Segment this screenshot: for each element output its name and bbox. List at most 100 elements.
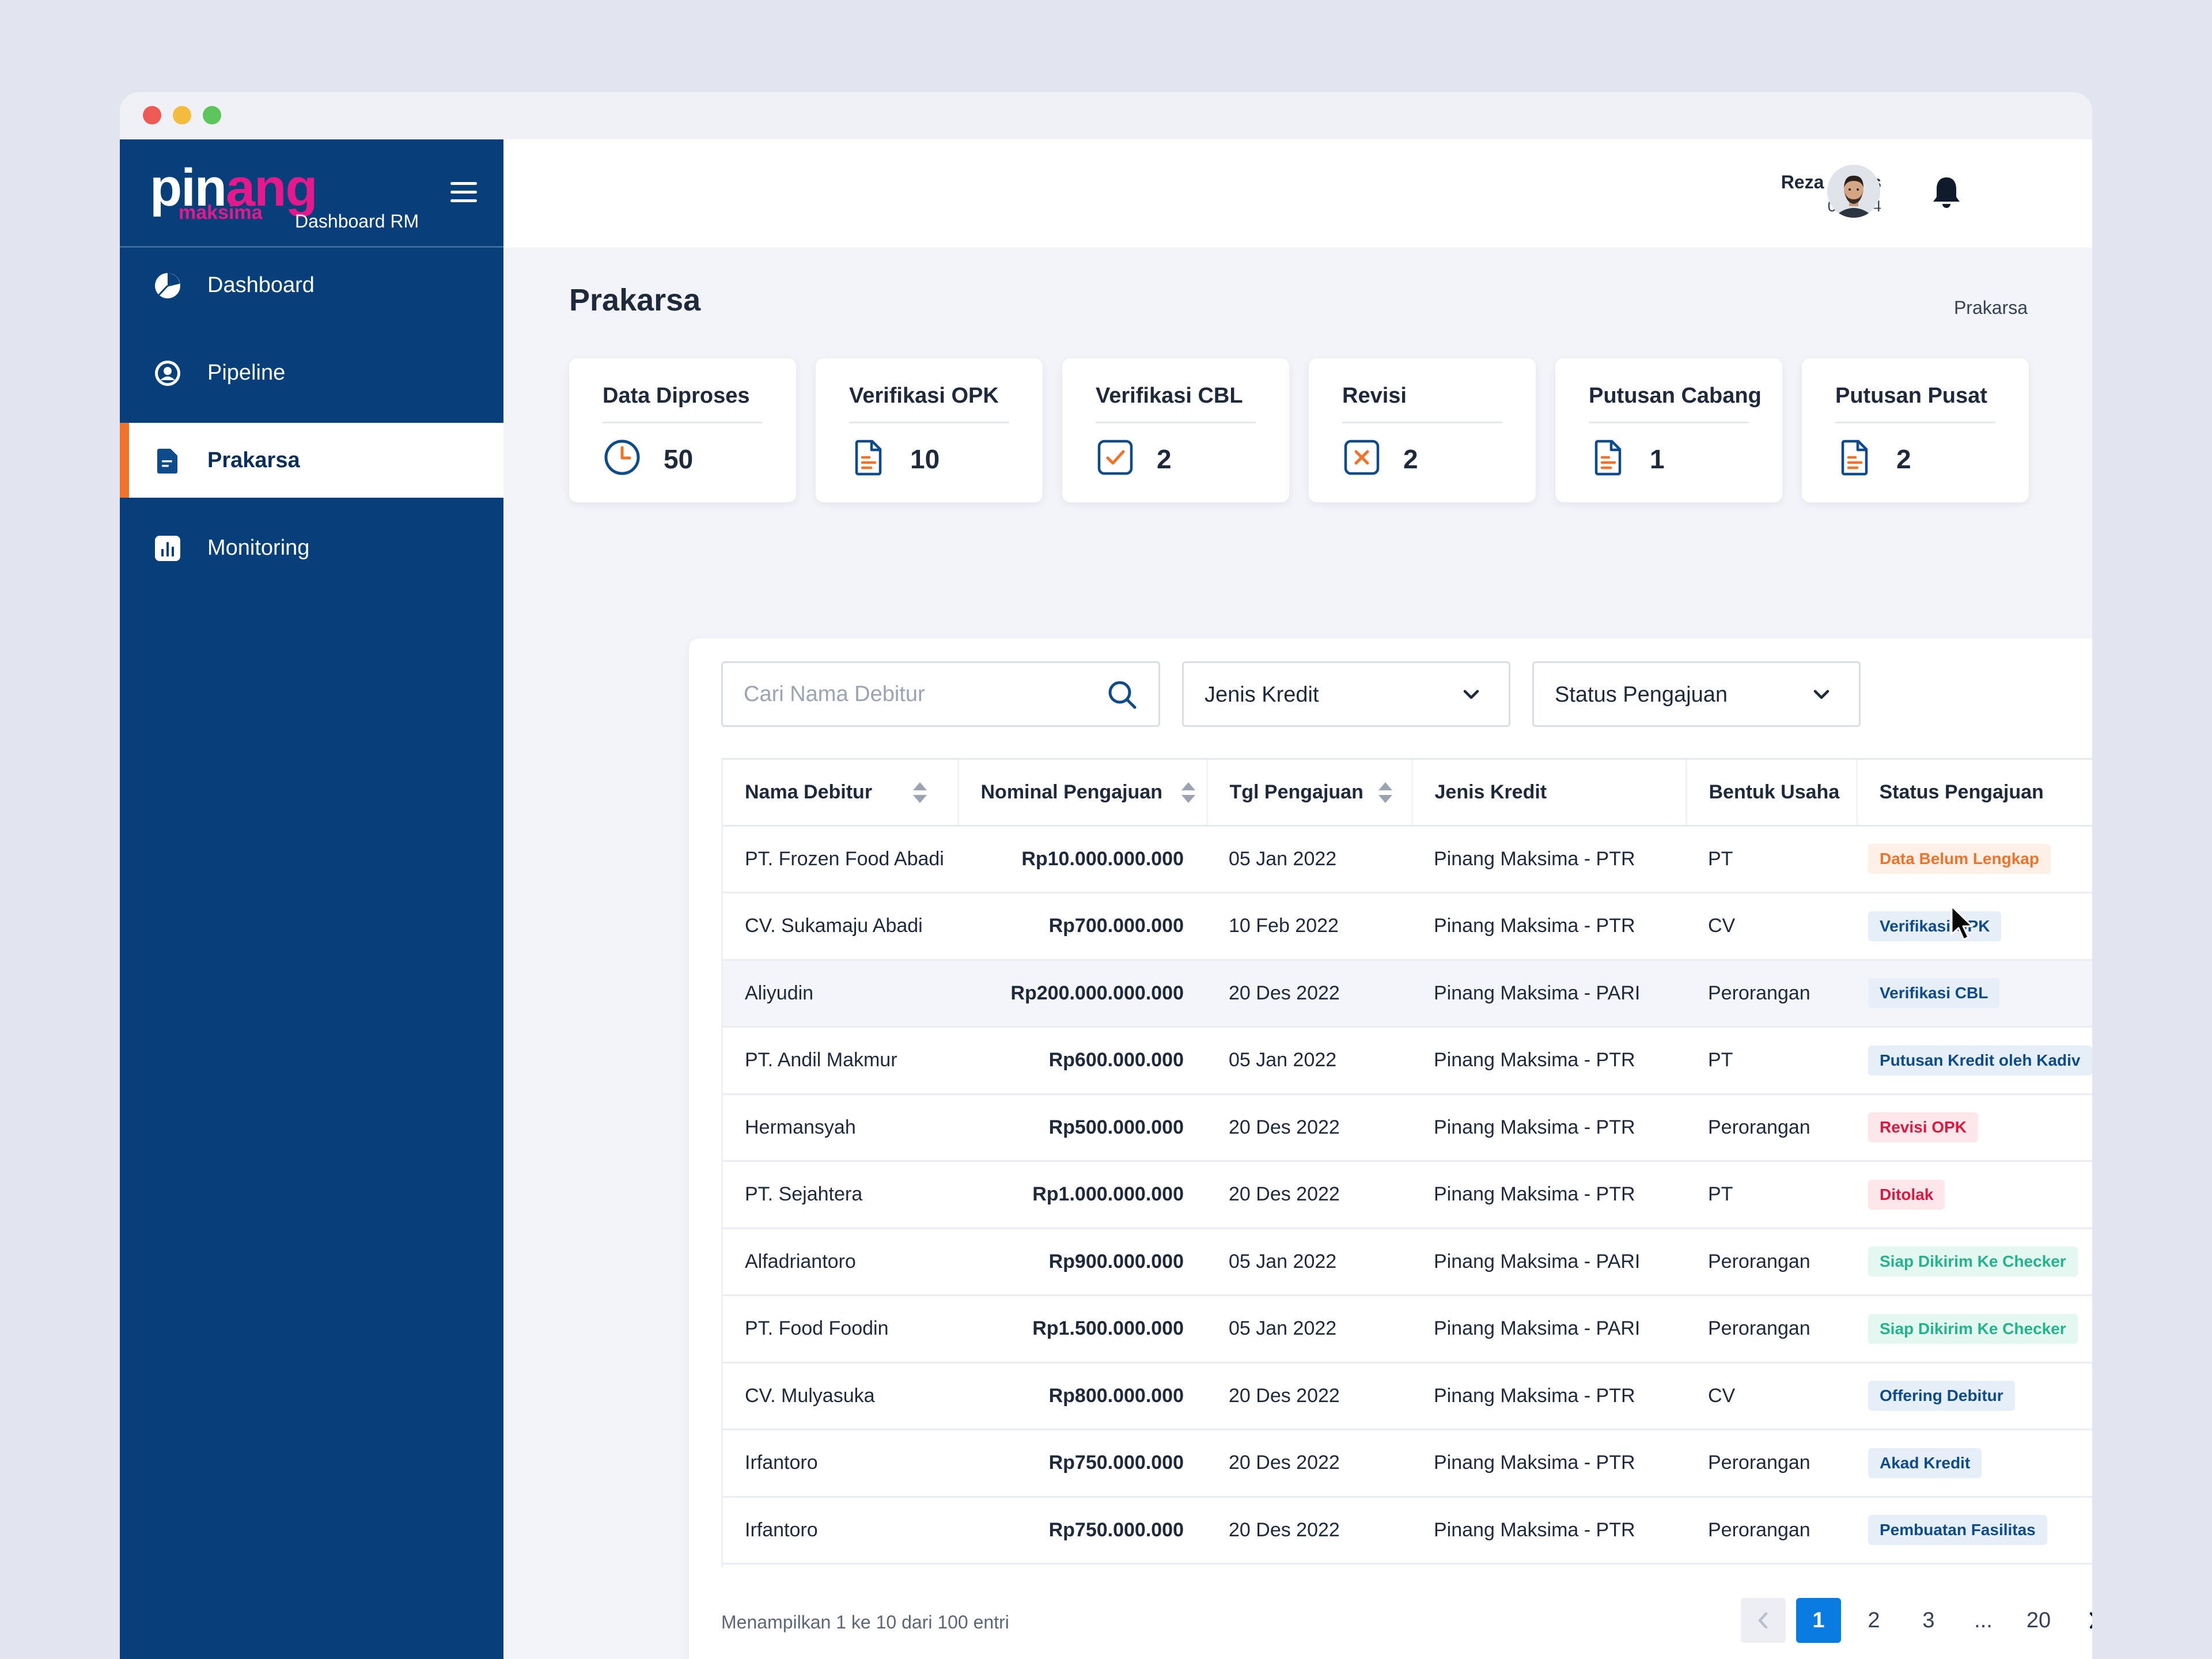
status-badge: Verifikasi CBL <box>1868 978 2000 1009</box>
cell-status-pengajuan: Verifikasi CBL <box>1857 960 2092 1028</box>
sidebar-item-label: Monitoring <box>207 536 310 560</box>
stat-title: Putusan Cabang <box>1589 384 1762 408</box>
hamburger-menu-icon[interactable] <box>450 181 477 204</box>
cell-bentuk-usaha: Perorangan <box>1686 1228 1857 1296</box>
pagination-ellipsis: ... <box>1974 1608 1993 1633</box>
pagination-prev-button[interactable] <box>1741 1598 1786 1643</box>
avatar-portrait-icon <box>1827 165 1880 218</box>
table-row[interactable]: Irfantoro Rp750.000.000 20 Des 2022 Pinang … <box>723 1497 2092 1565</box>
column-header-label: Tgl Pengajuan <box>1229 781 1363 803</box>
table-body: PT. Frozen Food Abadi Rp10.000.000.000 05 … <box>723 825 2092 1565</box>
sidebar-item-pipeline[interactable]: Pipeline <box>120 335 503 410</box>
cell-status-pengajuan: Akad Kredit <box>1857 1429 2092 1498</box>
cell-tgl-pengajuan: 05 Jan 2022 <box>1207 1027 1412 1095</box>
status-badge: Verifikasi OPK <box>1868 911 2002 941</box>
cell-tgl-pengajuan: 05 Jan 2022 <box>1207 1228 1412 1296</box>
table-row[interactable]: PT. Andil Makmur Rp600.000.000 05 Jan 2022… <box>723 1027 2092 1095</box>
status-pengajuan-select[interactable]: Status Pengajuan <box>1532 661 1861 727</box>
sort-icon[interactable] <box>1180 781 1197 805</box>
minimize-window-button[interactable] <box>173 106 191 124</box>
avatar[interactable] <box>1827 165 1880 218</box>
cell-jenis-kredit: Pinang Maksima - PTR <box>1412 1362 1686 1430</box>
cell-bentuk-usaha: PT <box>1686 1027 1857 1095</box>
sidebar-item-label: Pipeline <box>207 361 286 385</box>
cell-jenis-kredit: Pinang Maksima - PTR <box>1412 1094 1686 1162</box>
data-table-wrapper: Nama Debitur Nominal Pengajuan Tgl Penga… <box>721 758 2092 1567</box>
close-window-button[interactable] <box>143 106 161 124</box>
stat-card-data-diproses[interactable]: Data Diproses 50 <box>569 358 796 502</box>
cell-bentuk-usaha: CV <box>1686 1362 1857 1430</box>
pagination-page-20[interactable]: 20 <box>2026 1608 2051 1633</box>
x-box-icon <box>1344 440 1380 475</box>
stat-card-verifikasi-opk[interactable]: Verifikasi OPK 10 <box>816 358 1043 502</box>
app-window: pinang maksima Dashboard RM Dashboard <box>120 92 2092 1659</box>
table-row[interactable]: CV. Mulyasuka Rp800.000.000 20 Des 2022 Pin… <box>723 1362 2092 1430</box>
stat-title: Verifikasi OPK <box>849 384 999 408</box>
logo[interactable]: pinang <box>150 161 318 214</box>
jenis-kredit-select[interactable]: Jenis Kredit <box>1182 661 1510 727</box>
sort-icon[interactable] <box>1377 781 1394 805</box>
table-header-row: Nama Debitur Nominal Pengajuan Tgl Penga… <box>723 760 2092 827</box>
table-row[interactable]: Irfantoro Rp750.000.000 20 Des 2022 Pinang … <box>723 1429 2092 1498</box>
cell-nama-debitur: CV. Mulyasuka <box>723 1362 958 1430</box>
logo-subtitle: maksima <box>179 202 263 224</box>
stat-card-putusan-pusat[interactable]: Putusan Pusat 2 <box>1802 358 2029 502</box>
cell-bentuk-usaha: PT <box>1686 825 1857 893</box>
cell-tgl-pengajuan: 20 Des 2022 <box>1207 1094 1412 1162</box>
table-row[interactable]: PT. Sejahtera Rp1.000.000.000 20 Des 2022 P… <box>723 1161 2092 1229</box>
pagination-page-3[interactable]: 3 <box>1922 1608 1935 1633</box>
cell-nominal-pengajuan: Rp500.000.000 <box>958 1094 1207 1162</box>
sidebar: pinang maksima Dashboard RM Dashboard <box>120 139 503 1659</box>
table-row[interactable]: PT. Frozen Food Abadi Rp10.000.000.000 05 … <box>723 825 2092 893</box>
table-row[interactable]: Hermansyah Rp500.000.000 20 Des 2022 Pinang… <box>723 1094 2092 1162</box>
pagination-page-1[interactable]: 1 <box>1796 1598 1841 1643</box>
document-icon <box>855 440 882 476</box>
stat-card-putusan-cabang[interactable]: Putusan Cabang 1 <box>1555 358 1782 502</box>
status-badge: Ditolak <box>1868 1179 1945 1210</box>
cell-bentuk-usaha: PT <box>1686 1161 1857 1229</box>
top-bar: Reza Julias 001234 <box>503 139 2092 248</box>
mouse-cursor-icon <box>1950 905 1974 941</box>
chevron-right-icon <box>2089 1612 2092 1629</box>
cell-nama-debitur: CV. Sukamaju Abadi <box>723 892 958 961</box>
sidebar-item-prakarsa[interactable]: Prakarsa <box>120 423 503 498</box>
sort-icon[interactable] <box>911 781 929 805</box>
pagination-page-2[interactable]: 2 <box>1868 1608 1880 1633</box>
sidebar-item-dashboard[interactable]: Dashboard <box>120 248 503 323</box>
column-header-nominal-pengajuan[interactable]: Nominal Pengajuan <box>958 760 1208 827</box>
cell-bentuk-usaha: Perorangan <box>1686 960 1857 1028</box>
pie-chart-icon <box>155 273 180 298</box>
cell-nama-debitur: Aliyudin <box>723 960 958 1028</box>
table-row[interactable]: Alfadriantoro Rp900.000.000 05 Jan 2022 Pin… <box>723 1228 2092 1296</box>
cell-nama-debitur: PT. Andil Makmur <box>723 1027 958 1095</box>
column-header-label: Bentuk Usaha <box>1709 781 1840 803</box>
search-input[interactable] <box>723 663 1092 725</box>
maximize-window-button[interactable] <box>203 106 221 124</box>
cell-nominal-pengajuan: Rp700.000.000 <box>958 892 1207 961</box>
stat-card-verifikasi-cbl[interactable]: Verifikasi CBL 2 <box>1062 358 1289 502</box>
brand-caption: Dashboard RM <box>295 211 419 232</box>
divider <box>1589 422 1749 423</box>
pagination-next-button[interactable] <box>2071 1598 2092 1643</box>
table-row[interactable]: Aliyudin Rp200.000.000.000 20 Des 2022 Pina… <box>723 960 2092 1028</box>
cell-status-pengajuan: Data Belum Lengkap <box>1857 825 2092 893</box>
stat-card-revisi[interactable]: Revisi 2 <box>1309 358 1536 502</box>
select-label: Status Pengajuan <box>1555 683 1728 707</box>
breadcrumb[interactable]: Prakarsa <box>1953 297 2028 318</box>
sidebar-item-monitoring[interactable]: Monitoring <box>120 510 503 585</box>
column-header-nama-debitur[interactable]: Nama Debitur <box>723 760 959 827</box>
table-row[interactable]: CV. Sukamaju Abadi Rp700.000.000 10 Feb 20… <box>723 892 2092 961</box>
cell-nama-debitur: Alfadriantoro <box>723 1228 958 1296</box>
chevron-down-icon <box>1813 690 1830 699</box>
bell-icon[interactable] <box>1930 175 1963 211</box>
table-row[interactable]: PT. Food Foodin Rp1.500.000.000 05 Jan 202… <box>723 1295 2092 1363</box>
chevron-down-icon <box>1463 690 1479 699</box>
cell-tgl-pengajuan: 05 Jan 2022 <box>1207 825 1412 893</box>
search-icon[interactable] <box>1107 679 1138 710</box>
cell-tgl-pengajuan: 20 Des 2022 <box>1207 1429 1412 1498</box>
cell-nominal-pengajuan: Rp1.500.000.000 <box>958 1295 1207 1363</box>
cell-status-pengajuan: Siap Dikirim Ke Checker <box>1857 1295 2092 1363</box>
column-header-tgl-pengajuan[interactable]: Tgl Pengajuan <box>1207 760 1413 827</box>
page-title: Prakarsa <box>569 283 701 317</box>
stat-title: Verifikasi CBL <box>1096 384 1243 408</box>
